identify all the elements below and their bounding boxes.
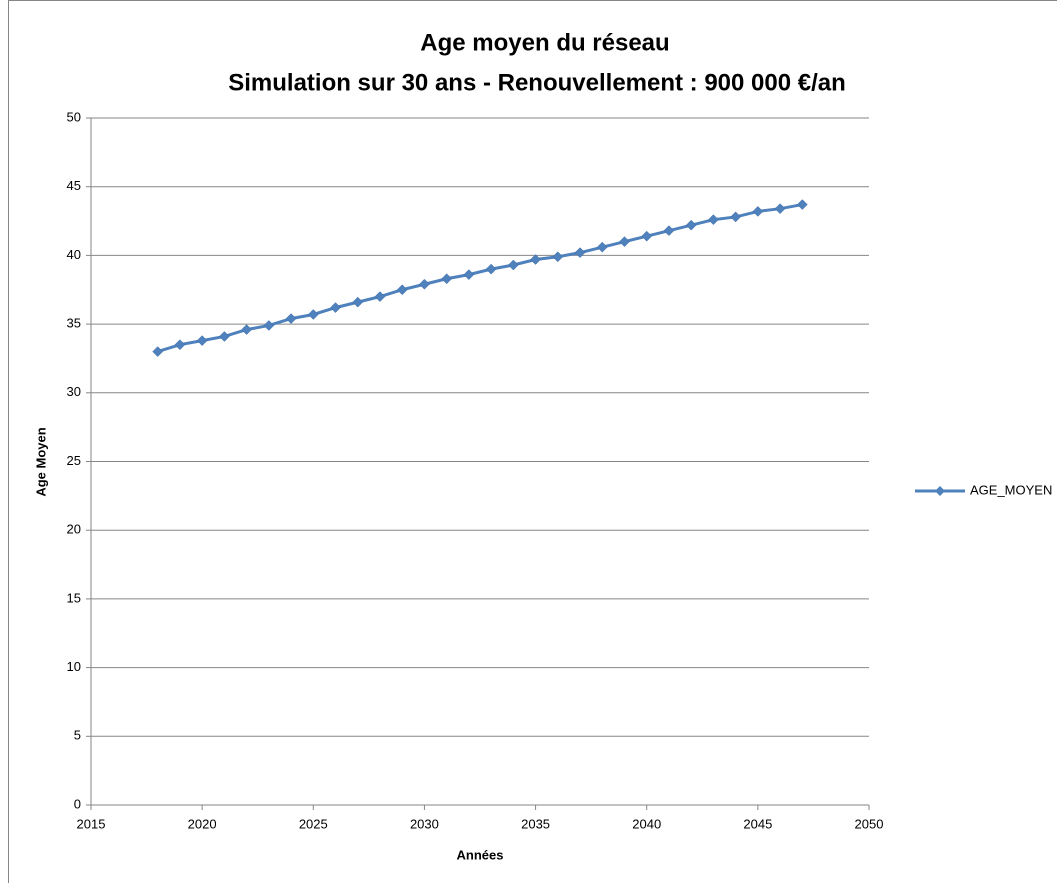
point-marker [241,324,252,335]
x-tick-label: 2015 [77,816,106,831]
point-marker [619,236,630,248]
point-marker [441,273,453,285]
legend-label: AGE_MOYEN [970,482,1052,497]
point-marker [574,247,586,259]
point-marker [530,254,541,265]
point-marker [263,320,275,331]
y-tick-label: 40 [67,247,81,262]
chart-border [8,0,1057,883]
y-tick-label: 15 [67,590,81,605]
point-marker [796,199,808,210]
point-marker [552,251,564,263]
x-tick-label: 2020 [188,816,217,831]
point-marker [708,214,719,226]
point-marker [596,241,608,253]
point-marker [752,206,764,217]
point-marker [730,211,741,223]
x-tick-label: 2050 [855,816,884,831]
x-tick-label: 2040 [632,816,661,831]
point-marker [219,331,230,342]
point-marker [174,339,186,351]
y-tick-label: 35 [67,316,81,331]
x-tick-label: 2035 [521,816,550,831]
point-marker [152,346,164,357]
y-tick-label: 20 [67,522,81,537]
point-marker [485,263,497,275]
chart-title: Age moyen du réseau [420,29,669,56]
y-tick-label: 45 [67,178,81,193]
y-tick-label: 10 [67,659,81,674]
point-marker [330,302,341,313]
x-axis-label: Années [457,847,504,862]
point-marker [507,259,519,271]
x-tick-label: 2045 [743,816,772,831]
y-tick-label: 50 [67,109,81,124]
point-marker [307,309,319,320]
point-marker [419,278,430,290]
point-marker [685,219,697,231]
point-marker [663,225,675,237]
y-tick-label: 25 [67,453,81,468]
y-tick-label: 30 [67,384,81,399]
y-tick-label: 5 [74,728,81,743]
point-marker [774,203,786,215]
x-tick-label: 2025 [299,816,328,831]
point-marker [352,296,364,308]
point-marker [396,284,408,296]
point-marker [196,335,208,346]
y-tick-label: 0 [74,796,81,811]
point-marker [641,230,653,242]
x-tick-label: 2030 [410,816,439,831]
legend-marker [935,486,945,496]
point-marker [285,313,297,324]
y-axis-label: Age Moyen [33,427,48,496]
chart-subtitle: Simulation sur 30 ans - Renouvellement :… [228,69,846,96]
point-marker [374,291,386,302]
point-marker [463,269,475,280]
